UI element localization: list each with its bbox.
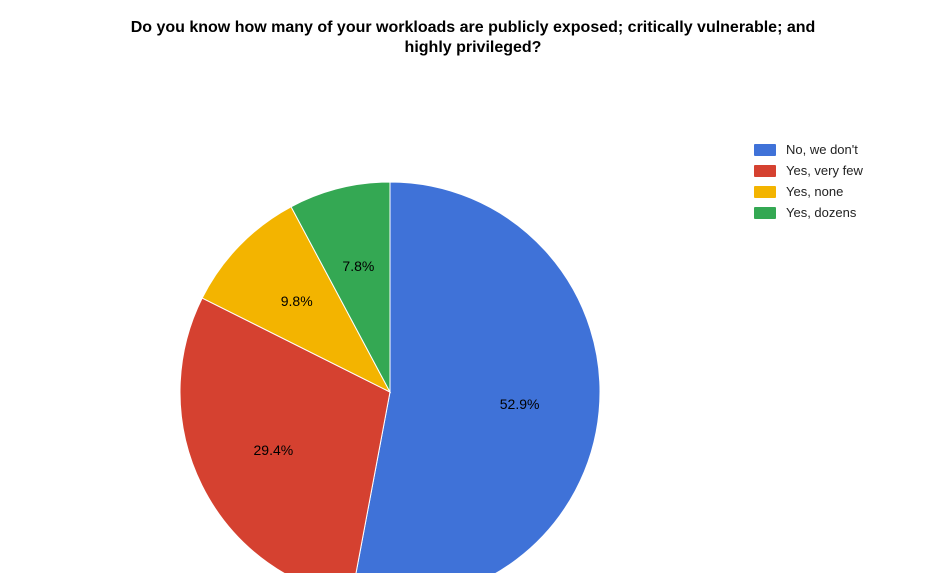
legend: No, we don't Yes, very few Yes, none Yes, d… xyxy=(754,142,863,220)
legend-label: Yes, none xyxy=(786,184,843,199)
legend-item: Yes, dozens xyxy=(754,205,863,220)
legend-label: Yes, dozens xyxy=(786,205,856,220)
pie-slice-label: 52.9% xyxy=(500,396,540,412)
pie-slice-label: 29.4% xyxy=(254,442,294,458)
chart-title: Do you know how many of your workloads a… xyxy=(0,0,946,58)
legend-swatch xyxy=(754,165,776,177)
legend-label: No, we don't xyxy=(786,142,858,157)
pie-slice-label: 9.8% xyxy=(281,293,313,309)
legend-item: Yes, very few xyxy=(754,163,863,178)
pie-slice-label: 7.8% xyxy=(342,258,374,274)
legend-item: Yes, none xyxy=(754,184,863,199)
legend-item: No, we don't xyxy=(754,142,863,157)
pie-chart xyxy=(180,182,600,573)
legend-swatch xyxy=(754,186,776,198)
legend-label: Yes, very few xyxy=(786,163,863,178)
legend-swatch xyxy=(754,207,776,219)
legend-swatch xyxy=(754,144,776,156)
